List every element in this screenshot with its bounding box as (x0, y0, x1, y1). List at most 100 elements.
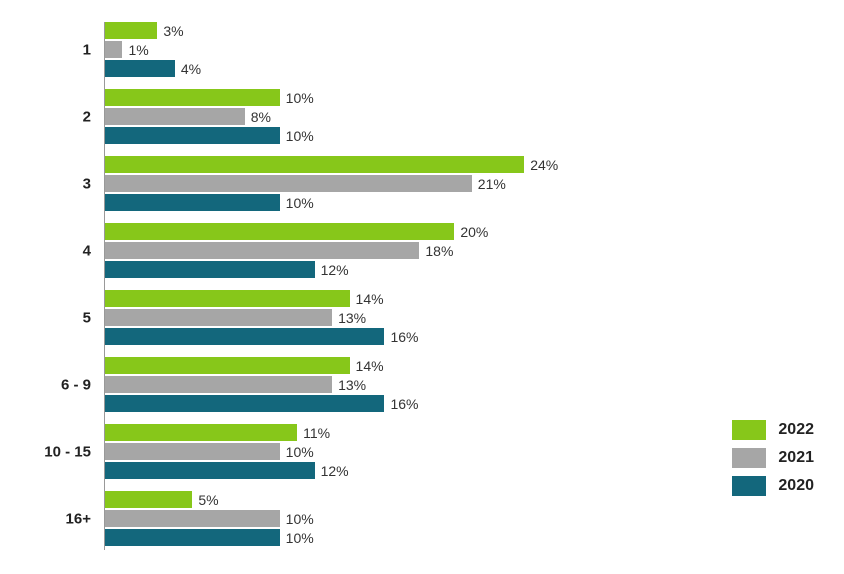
value-label: 10% (286, 128, 314, 144)
bar-row: 16% (105, 395, 384, 412)
bar-2021 (105, 443, 280, 460)
value-label: 11% (303, 425, 330, 441)
bar-2022 (105, 491, 192, 508)
bar-2020 (105, 60, 175, 77)
value-label: 10% (286, 195, 314, 211)
value-label: 10% (286, 444, 314, 460)
value-label: 12% (321, 262, 349, 278)
bar-2020 (105, 261, 315, 278)
bar-2020 (105, 328, 384, 345)
bar-row: 16% (105, 328, 384, 345)
legend-item: 2022 (732, 420, 814, 440)
category-label: 3 (83, 175, 91, 192)
legend-label: 2022 (778, 421, 814, 439)
legend-swatch (732, 448, 766, 468)
bar-2021 (105, 510, 280, 527)
bar-row: 21% (105, 175, 472, 192)
legend: 2022 2021 2020 (732, 420, 814, 504)
category-label: 4 (83, 242, 91, 259)
category-group: 13%1%4% (105, 22, 628, 77)
bar-2021 (105, 175, 472, 192)
value-label: 14% (356, 291, 384, 307)
bar-2020 (105, 395, 384, 412)
bar-row: 11% (105, 424, 297, 441)
legend-swatch (732, 420, 766, 440)
bar-2022 (105, 357, 350, 374)
value-label: 18% (425, 243, 453, 259)
category-label: 6 - 9 (61, 376, 91, 393)
value-label: 16% (390, 329, 418, 345)
bar-2021 (105, 108, 245, 125)
value-label: 5% (198, 492, 218, 508)
bar-2022 (105, 424, 297, 441)
bar-row: 13% (105, 376, 332, 393)
category-group: 210%8%10% (105, 89, 628, 144)
value-label: 21% (478, 176, 506, 192)
bar-2022 (105, 22, 157, 39)
legend-label: 2020 (778, 477, 814, 495)
bar-row: 10% (105, 510, 280, 527)
bar-row: 14% (105, 357, 350, 374)
bar-2021 (105, 309, 332, 326)
bar-2022 (105, 290, 350, 307)
bar-2022 (105, 223, 454, 240)
category-label: 5 (83, 309, 91, 326)
bar-row: 10% (105, 89, 280, 106)
bar-row: 10% (105, 194, 280, 211)
bar-row: 20% (105, 223, 454, 240)
bar-2020 (105, 127, 280, 144)
legend-label: 2021 (778, 449, 814, 467)
bar-row: 24% (105, 156, 524, 173)
value-label: 14% (356, 358, 384, 374)
bar-2022 (105, 89, 280, 106)
category-label: 2 (83, 108, 91, 125)
bar-row: 3% (105, 22, 157, 39)
category-group: 10 - 1511%10%12% (105, 424, 628, 479)
category-label: 1 (83, 41, 91, 58)
bar-2021 (105, 376, 332, 393)
category-label: 16+ (66, 510, 91, 527)
value-label: 4% (181, 61, 201, 77)
bar-row: 13% (105, 309, 332, 326)
bar-row: 1% (105, 41, 122, 58)
value-label: 24% (530, 157, 558, 173)
value-label: 3% (163, 23, 183, 39)
bar-row: 4% (105, 60, 175, 77)
legend-item: 2021 (732, 448, 814, 468)
bar-2022 (105, 156, 524, 173)
value-label: 13% (338, 377, 366, 393)
bar-row: 10% (105, 443, 280, 460)
bar-row: 12% (105, 261, 315, 278)
value-label: 20% (460, 224, 488, 240)
bar-row: 10% (105, 529, 280, 546)
value-label: 8% (251, 109, 271, 125)
bar-2020 (105, 462, 315, 479)
legend-item: 2020 (732, 476, 814, 496)
value-label: 10% (286, 530, 314, 546)
bar-row: 10% (105, 127, 280, 144)
bar-row: 5% (105, 491, 192, 508)
bar-2021 (105, 242, 419, 259)
plot-area: 13%1%4%210%8%10%324%21%10%420%18%12%514%… (104, 22, 628, 550)
value-label: 1% (128, 42, 148, 58)
legend-swatch (732, 476, 766, 496)
value-label: 13% (338, 310, 366, 326)
bar-row: 12% (105, 462, 315, 479)
bar-2021 (105, 41, 122, 58)
category-group: 324%21%10% (105, 156, 628, 211)
bar-row: 18% (105, 242, 419, 259)
value-label: 12% (321, 463, 349, 479)
category-group: 16+5%10%10% (105, 491, 628, 546)
category-group: 514%13%16% (105, 290, 628, 345)
bar-2020 (105, 194, 280, 211)
value-label: 10% (286, 90, 314, 106)
value-label: 10% (286, 511, 314, 527)
bar-row: 8% (105, 108, 245, 125)
chart-canvas: 13%1%4%210%8%10%324%21%10%420%18%12%514%… (0, 0, 844, 574)
category-group: 6 - 914%13%16% (105, 357, 628, 412)
value-label: 16% (390, 396, 418, 412)
bar-2020 (105, 529, 280, 546)
bar-row: 14% (105, 290, 350, 307)
category-group: 420%18%12% (105, 223, 628, 278)
category-label: 10 - 15 (44, 443, 91, 460)
